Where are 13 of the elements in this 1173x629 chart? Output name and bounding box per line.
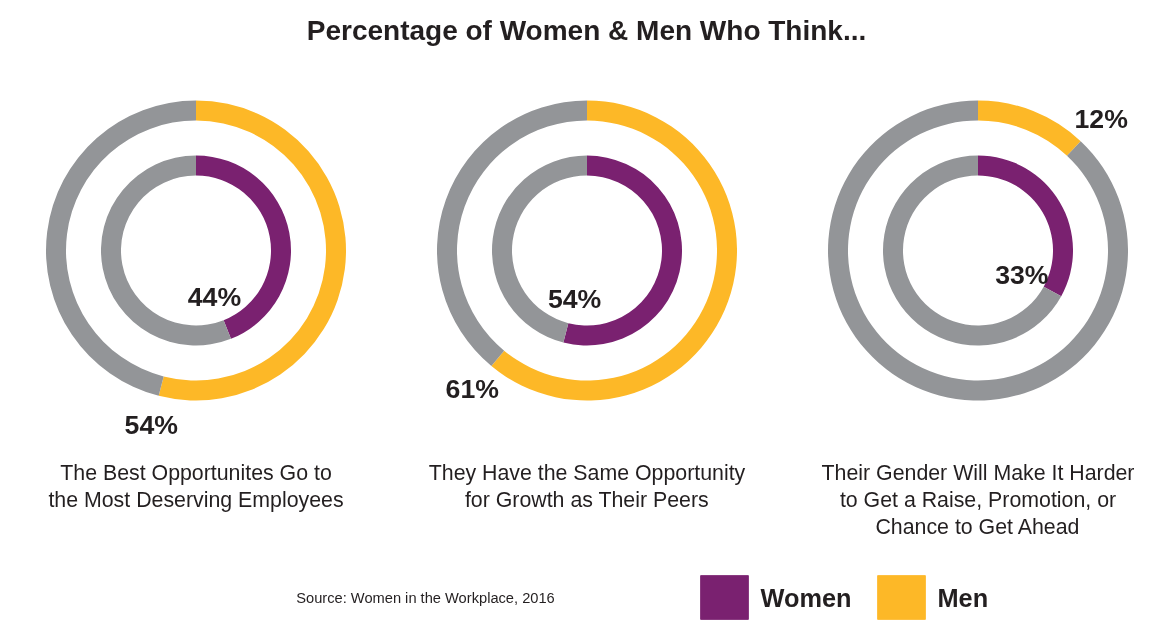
legend-label: Women xyxy=(760,583,852,612)
text: Their Gender Will Make It Harder to Get a Raise, Promotion, or Chance to Get Ahead xyxy=(821,460,1135,539)
data-label: 61% xyxy=(445,374,499,405)
chart-title: Percentage of Women & Men Who Think... xyxy=(306,15,867,46)
text: The Best Opportunites Go to the Most Deserving Employees xyxy=(48,460,344,512)
source-note: Source: Women in the Workplace, 2016 xyxy=(296,589,555,606)
data-label: 33% xyxy=(995,259,1049,290)
text: They Have the Same Opportunity for Growth as Their Peers xyxy=(428,460,746,512)
data-label: 44% xyxy=(187,281,242,312)
data-label: 54% xyxy=(124,409,178,440)
legend-label: Men xyxy=(937,583,989,612)
data-label: 12% xyxy=(1074,104,1128,135)
data-label: 54% xyxy=(547,283,602,314)
